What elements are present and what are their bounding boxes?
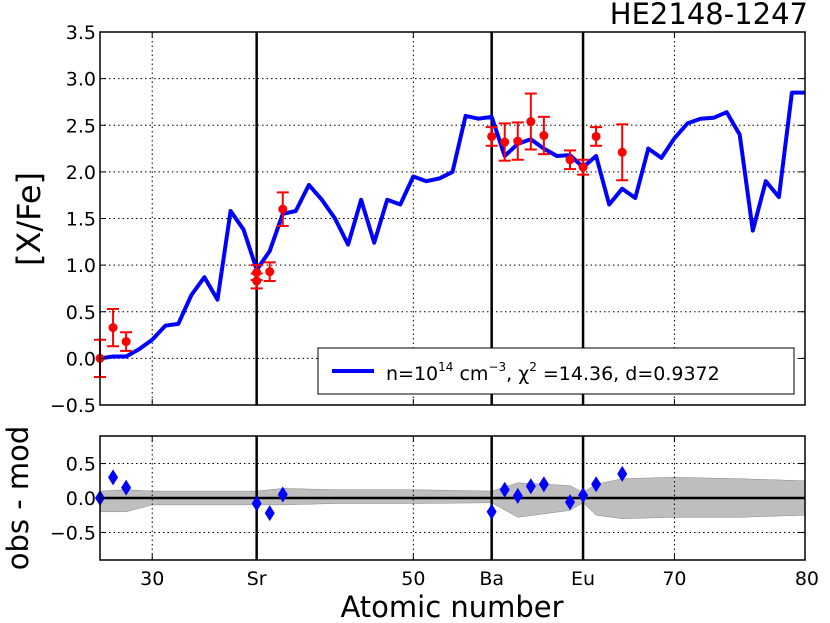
observation-dot bbox=[500, 137, 510, 147]
x-tick-label: 70 bbox=[662, 568, 686, 590]
observation-dot bbox=[278, 204, 288, 214]
residual-diamond bbox=[512, 487, 523, 504]
top-y-tick-label: −0.5 bbox=[50, 395, 96, 417]
top-y-tick-label: 3.0 bbox=[66, 69, 96, 91]
observation-dot bbox=[591, 131, 601, 141]
bottom-y-axis-label: obs - mod bbox=[1, 426, 35, 571]
residual-diamond bbox=[108, 469, 119, 486]
residual-diamond bbox=[121, 479, 132, 496]
observation-dot bbox=[487, 131, 497, 141]
top-y-tick-label: 1.5 bbox=[66, 209, 96, 231]
observation-point bbox=[564, 149, 576, 171]
legend-label-exponent: −3 bbox=[488, 360, 506, 374]
residual-diamond bbox=[578, 487, 589, 504]
residual-diamond bbox=[486, 503, 497, 520]
observation-point bbox=[107, 307, 120, 348]
residual-diamond bbox=[277, 486, 288, 503]
observation-point bbox=[577, 158, 590, 176]
legend-label-exponent: 2 bbox=[529, 360, 537, 374]
observation-dot bbox=[565, 155, 575, 165]
bottom-y-tick-label: −0.5 bbox=[50, 522, 96, 544]
observation-point bbox=[250, 264, 263, 282]
top-y-tick-label: 3.5 bbox=[66, 22, 96, 44]
observation-dot bbox=[578, 162, 588, 172]
legend: n=1014 cm−3, χ2 =14.36, d=0.9372 bbox=[317, 347, 795, 395]
observation-dot bbox=[617, 147, 627, 157]
x-tick-label: 50 bbox=[401, 568, 425, 590]
x-tick-label: Ba bbox=[479, 568, 504, 590]
top-y-tick-label: 0.5 bbox=[66, 302, 96, 324]
residual-diamond bbox=[565, 494, 575, 511]
observation-point bbox=[498, 122, 511, 162]
top-y-tick-label: 0.0 bbox=[66, 348, 96, 370]
observation-point bbox=[276, 191, 289, 227]
residual-diamond bbox=[499, 481, 510, 498]
residual-diamond bbox=[525, 478, 536, 495]
observation-point bbox=[590, 126, 603, 147]
legend-box bbox=[317, 347, 795, 395]
observation-dot bbox=[265, 267, 275, 277]
top-y-tick-label: 2.0 bbox=[66, 162, 96, 184]
top-y-tick-label: 1.0 bbox=[66, 255, 96, 277]
x-tick-label: Eu bbox=[571, 568, 595, 590]
legend-label-exponent: 14 bbox=[438, 360, 453, 374]
observation-dot bbox=[513, 136, 523, 146]
observation-dot bbox=[121, 337, 131, 347]
residual-diamond bbox=[591, 476, 602, 493]
observation-dot bbox=[108, 323, 118, 333]
observation-point bbox=[616, 123, 629, 182]
observation-point bbox=[524, 92, 537, 151]
observation-point bbox=[263, 261, 276, 282]
observation-points bbox=[94, 92, 629, 379]
x-tick-label: 80 bbox=[795, 568, 819, 590]
residual-points bbox=[95, 465, 628, 522]
residual-diamond bbox=[617, 465, 628, 482]
model-line bbox=[99, 90, 805, 361]
observation-point bbox=[485, 126, 498, 147]
top-y-tick-label: 2.5 bbox=[66, 115, 96, 137]
x-tick-label: 30 bbox=[140, 568, 164, 590]
bottom-ticks: 30 Sr 50 Ba Eu 70 80 0.5 0.0 −0.5 bbox=[50, 436, 819, 590]
observation-dot bbox=[539, 131, 549, 141]
x-tick-label: Sr bbox=[247, 568, 267, 590]
legend-label: n=1014 cm−3, χ2 =14.36, d=0.9372 bbox=[386, 360, 720, 385]
legend-label-part: , χ bbox=[506, 363, 529, 385]
model-series bbox=[99, 90, 805, 361]
residual-diamond bbox=[538, 476, 549, 493]
observation-point bbox=[537, 115, 550, 156]
legend-label-part: =14.36, d=0.9372 bbox=[537, 363, 720, 385]
x-axis-label: Atomic number bbox=[340, 590, 563, 623]
observation-point bbox=[511, 121, 524, 161]
observation-point bbox=[120, 331, 133, 352]
residual-diamond bbox=[251, 495, 262, 512]
top-element-lines bbox=[255, 32, 585, 405]
chart-title: HE2148-1247 bbox=[610, 0, 808, 31]
observation-dot bbox=[252, 268, 262, 278]
legend-label-part: cm bbox=[453, 363, 488, 385]
top-y-axis-label: [X/Fe] bbox=[10, 172, 48, 266]
bottom-y-tick-label: 0.5 bbox=[66, 454, 96, 476]
bottom-grid bbox=[100, 436, 805, 560]
residual-diamond bbox=[264, 505, 275, 522]
bottom-y-tick-label: 0.0 bbox=[66, 488, 96, 510]
observation-dot bbox=[526, 117, 536, 127]
top-y-ticks: 3.5 3.0 2.5 2.0 1.5 1.0 0.5 0.0 −0.5 bbox=[50, 22, 806, 417]
legend-label-part: n=10 bbox=[386, 363, 438, 385]
